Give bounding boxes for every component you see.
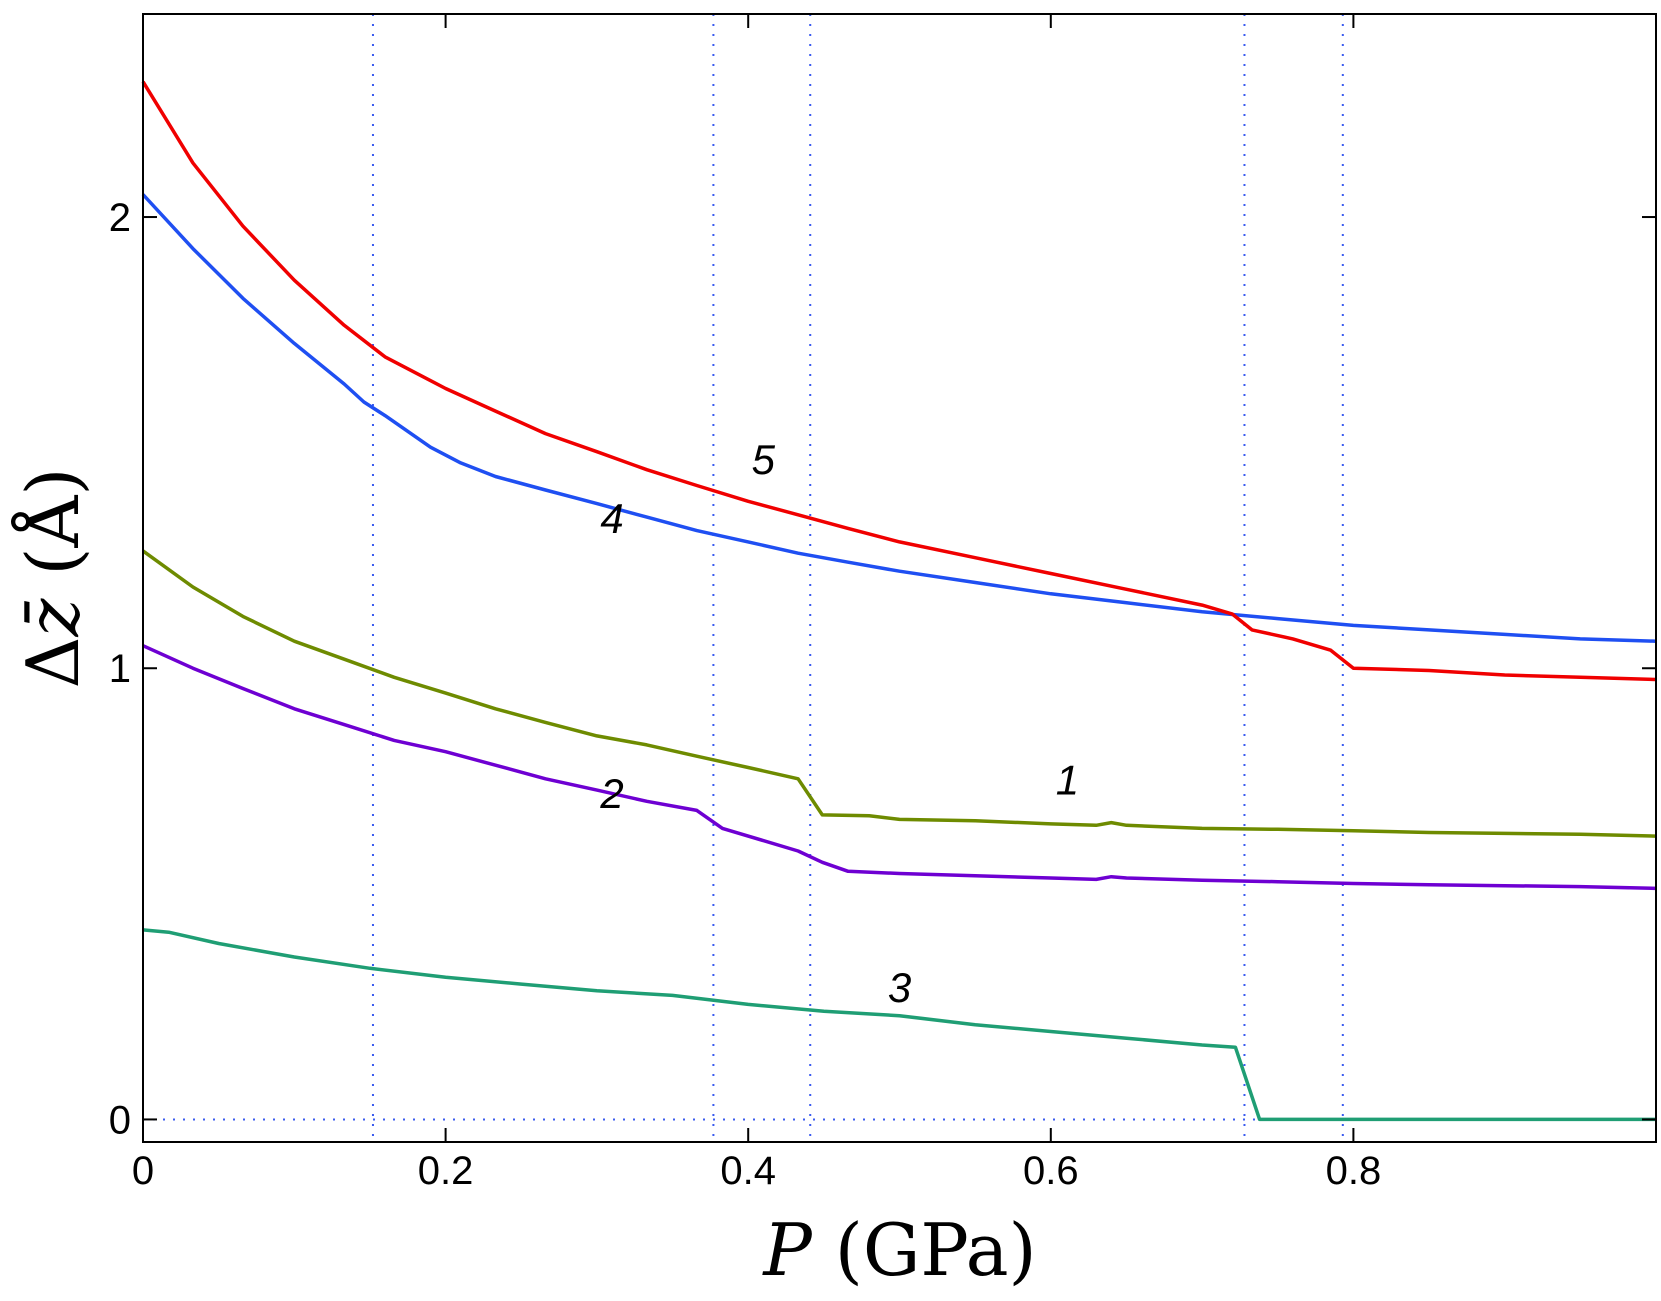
series-line-1 <box>141 549 1657 838</box>
x-tick-label-4: 0.8 <box>1326 1149 1382 1193</box>
plot-frame <box>142 13 1657 1143</box>
series-label-2: 2 <box>599 770 623 817</box>
series-labels: 1 2 3 4 5 <box>599 436 1079 1011</box>
ticks: 0 0.2 0.4 0.6 0.8 0 1 2 <box>109 14 1656 1193</box>
series-label-4: 4 <box>600 495 623 542</box>
series-line-3 <box>142 928 1656 1122</box>
y-tick-label-2: 2 <box>109 196 131 240</box>
x-axis-unit: (GPa) <box>812 1208 1037 1292</box>
x-tick-label-3: 0.6 <box>1023 1149 1079 1193</box>
x-axis-title: P (GPa) <box>761 1208 1036 1292</box>
y-axis-variable: z̄ <box>11 598 95 638</box>
y-axis-symbol: Δ <box>11 637 95 689</box>
y-tick-label-1: 1 <box>109 647 131 691</box>
y-axis-unit: (Å) <box>10 468 95 599</box>
x-axis-variable: P <box>761 1208 813 1292</box>
x-tick-label-2: 0.4 <box>720 1149 776 1193</box>
series-line-4 <box>141 193 1657 643</box>
series-line-5 <box>141 80 1657 682</box>
series-label-5: 5 <box>752 436 776 483</box>
x-tick-label-1: 0.2 <box>418 1149 474 1193</box>
series-lines <box>141 80 1657 1122</box>
series-line-2 <box>142 644 1657 891</box>
y-tick-label-0: 0 <box>109 1098 131 1142</box>
series-label-3: 3 <box>888 964 911 1011</box>
series-label-1: 1 <box>1056 757 1079 804</box>
axes <box>142 13 1657 1143</box>
x-tick-label-0: 0 <box>132 1149 154 1193</box>
y-axis-title: Δz̄ (Å) <box>10 468 95 689</box>
